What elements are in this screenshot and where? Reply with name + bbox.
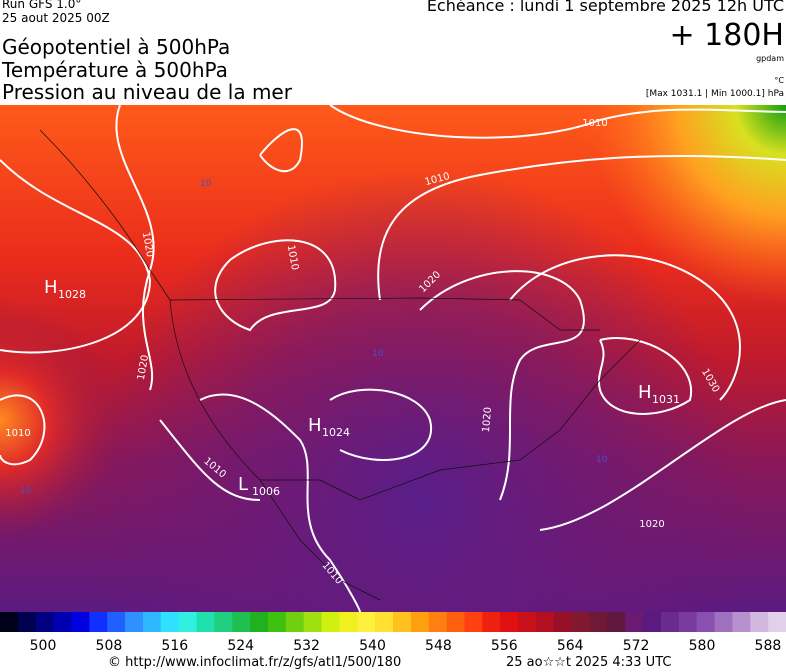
colorbar-swatch: [518, 612, 537, 632]
colorbar-swatch: [53, 612, 72, 632]
title-3: Pression au niveau de la mer: [2, 80, 292, 104]
colorbar-swatch: [714, 612, 733, 632]
colorbar-swatch: [732, 612, 751, 632]
colorbar-label: 532: [293, 638, 320, 654]
colorbar-swatch: [178, 612, 197, 632]
colorbar-swatch: [500, 612, 519, 632]
colorbar-swatch: [768, 612, 786, 632]
colorbar-swatch: [696, 612, 716, 632]
colorbar-swatch: [125, 612, 144, 632]
colorbar-swatch: [142, 612, 162, 632]
colorbar-swatch: [375, 612, 394, 632]
colorbar-label: 508: [96, 638, 123, 654]
colorbar-swatch: [267, 612, 287, 632]
footer-source: © http://www.infoclimat.fr/z/gfs/atl1/50…: [108, 655, 402, 670]
temperature-label: 10: [596, 455, 608, 465]
colorbar-label: 524: [227, 638, 254, 654]
colorbar-swatch: [107, 612, 126, 632]
isobar-label: 1010: [582, 118, 607, 129]
isobar-label: 1020: [136, 354, 151, 381]
colorbar-label: 548: [425, 638, 452, 654]
colorbar-swatch: [482, 612, 501, 632]
isobar-label: 1010: [285, 244, 300, 271]
center-letter: L: [238, 474, 248, 495]
footer-generated: 25 ao☆☆t 2025 4:33 UTC: [506, 655, 672, 670]
colorbar-label: 580: [689, 638, 716, 654]
colorbar-swatch: [446, 612, 465, 632]
colorbar-swatch: [428, 612, 448, 632]
colorbar-swatch: [214, 612, 233, 632]
colorbar-label: 500: [30, 638, 57, 654]
temperature-label: 10: [200, 179, 212, 189]
colorbar-swatch: [303, 612, 323, 632]
colorbar-swatch: [250, 612, 269, 632]
colorbar-swatch: [643, 612, 662, 632]
map-field: [0, 105, 786, 612]
title-1: Géopotentiel à 500hPa: [2, 35, 231, 59]
center-value: 1031: [652, 393, 680, 406]
isobar-label: 1020: [481, 407, 494, 433]
center-value: 1028: [58, 288, 86, 301]
colorbar-swatch: [89, 612, 108, 632]
colorbar-swatch: [232, 612, 251, 632]
isobar-label: 1020: [140, 231, 155, 258]
colorbar-swatch: [410, 612, 430, 632]
center-letter: H: [638, 382, 652, 403]
pressure-range: [Max 1031.1 | Min 1000.1] hPa: [645, 89, 784, 99]
colorbar-label: 572: [623, 638, 650, 654]
colorbar-label: 516: [161, 638, 188, 654]
colorbar-swatch: [589, 612, 608, 632]
colorbar-swatch: [750, 612, 769, 632]
center-letter: H: [308, 415, 322, 436]
center-letter: H: [44, 277, 58, 298]
temperature-label: 10: [372, 349, 384, 359]
center-value: 1006: [252, 485, 280, 498]
colorbar-swatch: [71, 612, 90, 632]
colorbar-swatch: [393, 612, 412, 632]
colorbar-swatch: [553, 612, 573, 632]
unit-gp: gpdam: [756, 54, 784, 63]
run-date: 25 aout 2025 00Z: [2, 11, 110, 25]
colorbar-label: 588: [755, 638, 782, 654]
colorbar-swatch: [535, 612, 555, 632]
isobar-label: 1020: [639, 519, 664, 530]
colorbar-swatch: [285, 612, 305, 632]
run: Run GFS 1.0°: [2, 0, 82, 11]
unit-t: °C: [774, 76, 784, 85]
colorbar-label: 556: [491, 638, 518, 654]
colorbar-swatch: [625, 612, 644, 632]
colorbar-label: 540: [359, 638, 386, 654]
colorbar-swatch: [160, 612, 180, 632]
colorbar-swatch: [607, 612, 626, 632]
colorbar-swatch: [660, 612, 680, 632]
temperature-label: 10: [20, 486, 32, 496]
colorbar-swatch: [357, 612, 376, 632]
colorbar-swatch: [339, 612, 358, 632]
colorbar-swatch: [196, 612, 215, 632]
colorbar-swatch: [0, 612, 19, 632]
colorbar-swatch: [464, 612, 483, 632]
title-2: Température à 500hPa: [2, 58, 228, 82]
center-value: 1024: [322, 426, 350, 439]
colorbar-swatch: [321, 612, 340, 632]
valid-time: Echéance : lundi 1 septembre 2025 12h UT…: [426, 0, 784, 15]
colorbar-swatch: [35, 612, 55, 632]
colorbar-label: 564: [557, 638, 584, 654]
colorbar-swatch: [678, 612, 698, 632]
lead-time: + 180H: [669, 18, 785, 53]
colorbar-swatch: [571, 612, 590, 632]
isobar-label: 1010: [5, 428, 30, 439]
colorbar-swatch: [17, 612, 37, 632]
